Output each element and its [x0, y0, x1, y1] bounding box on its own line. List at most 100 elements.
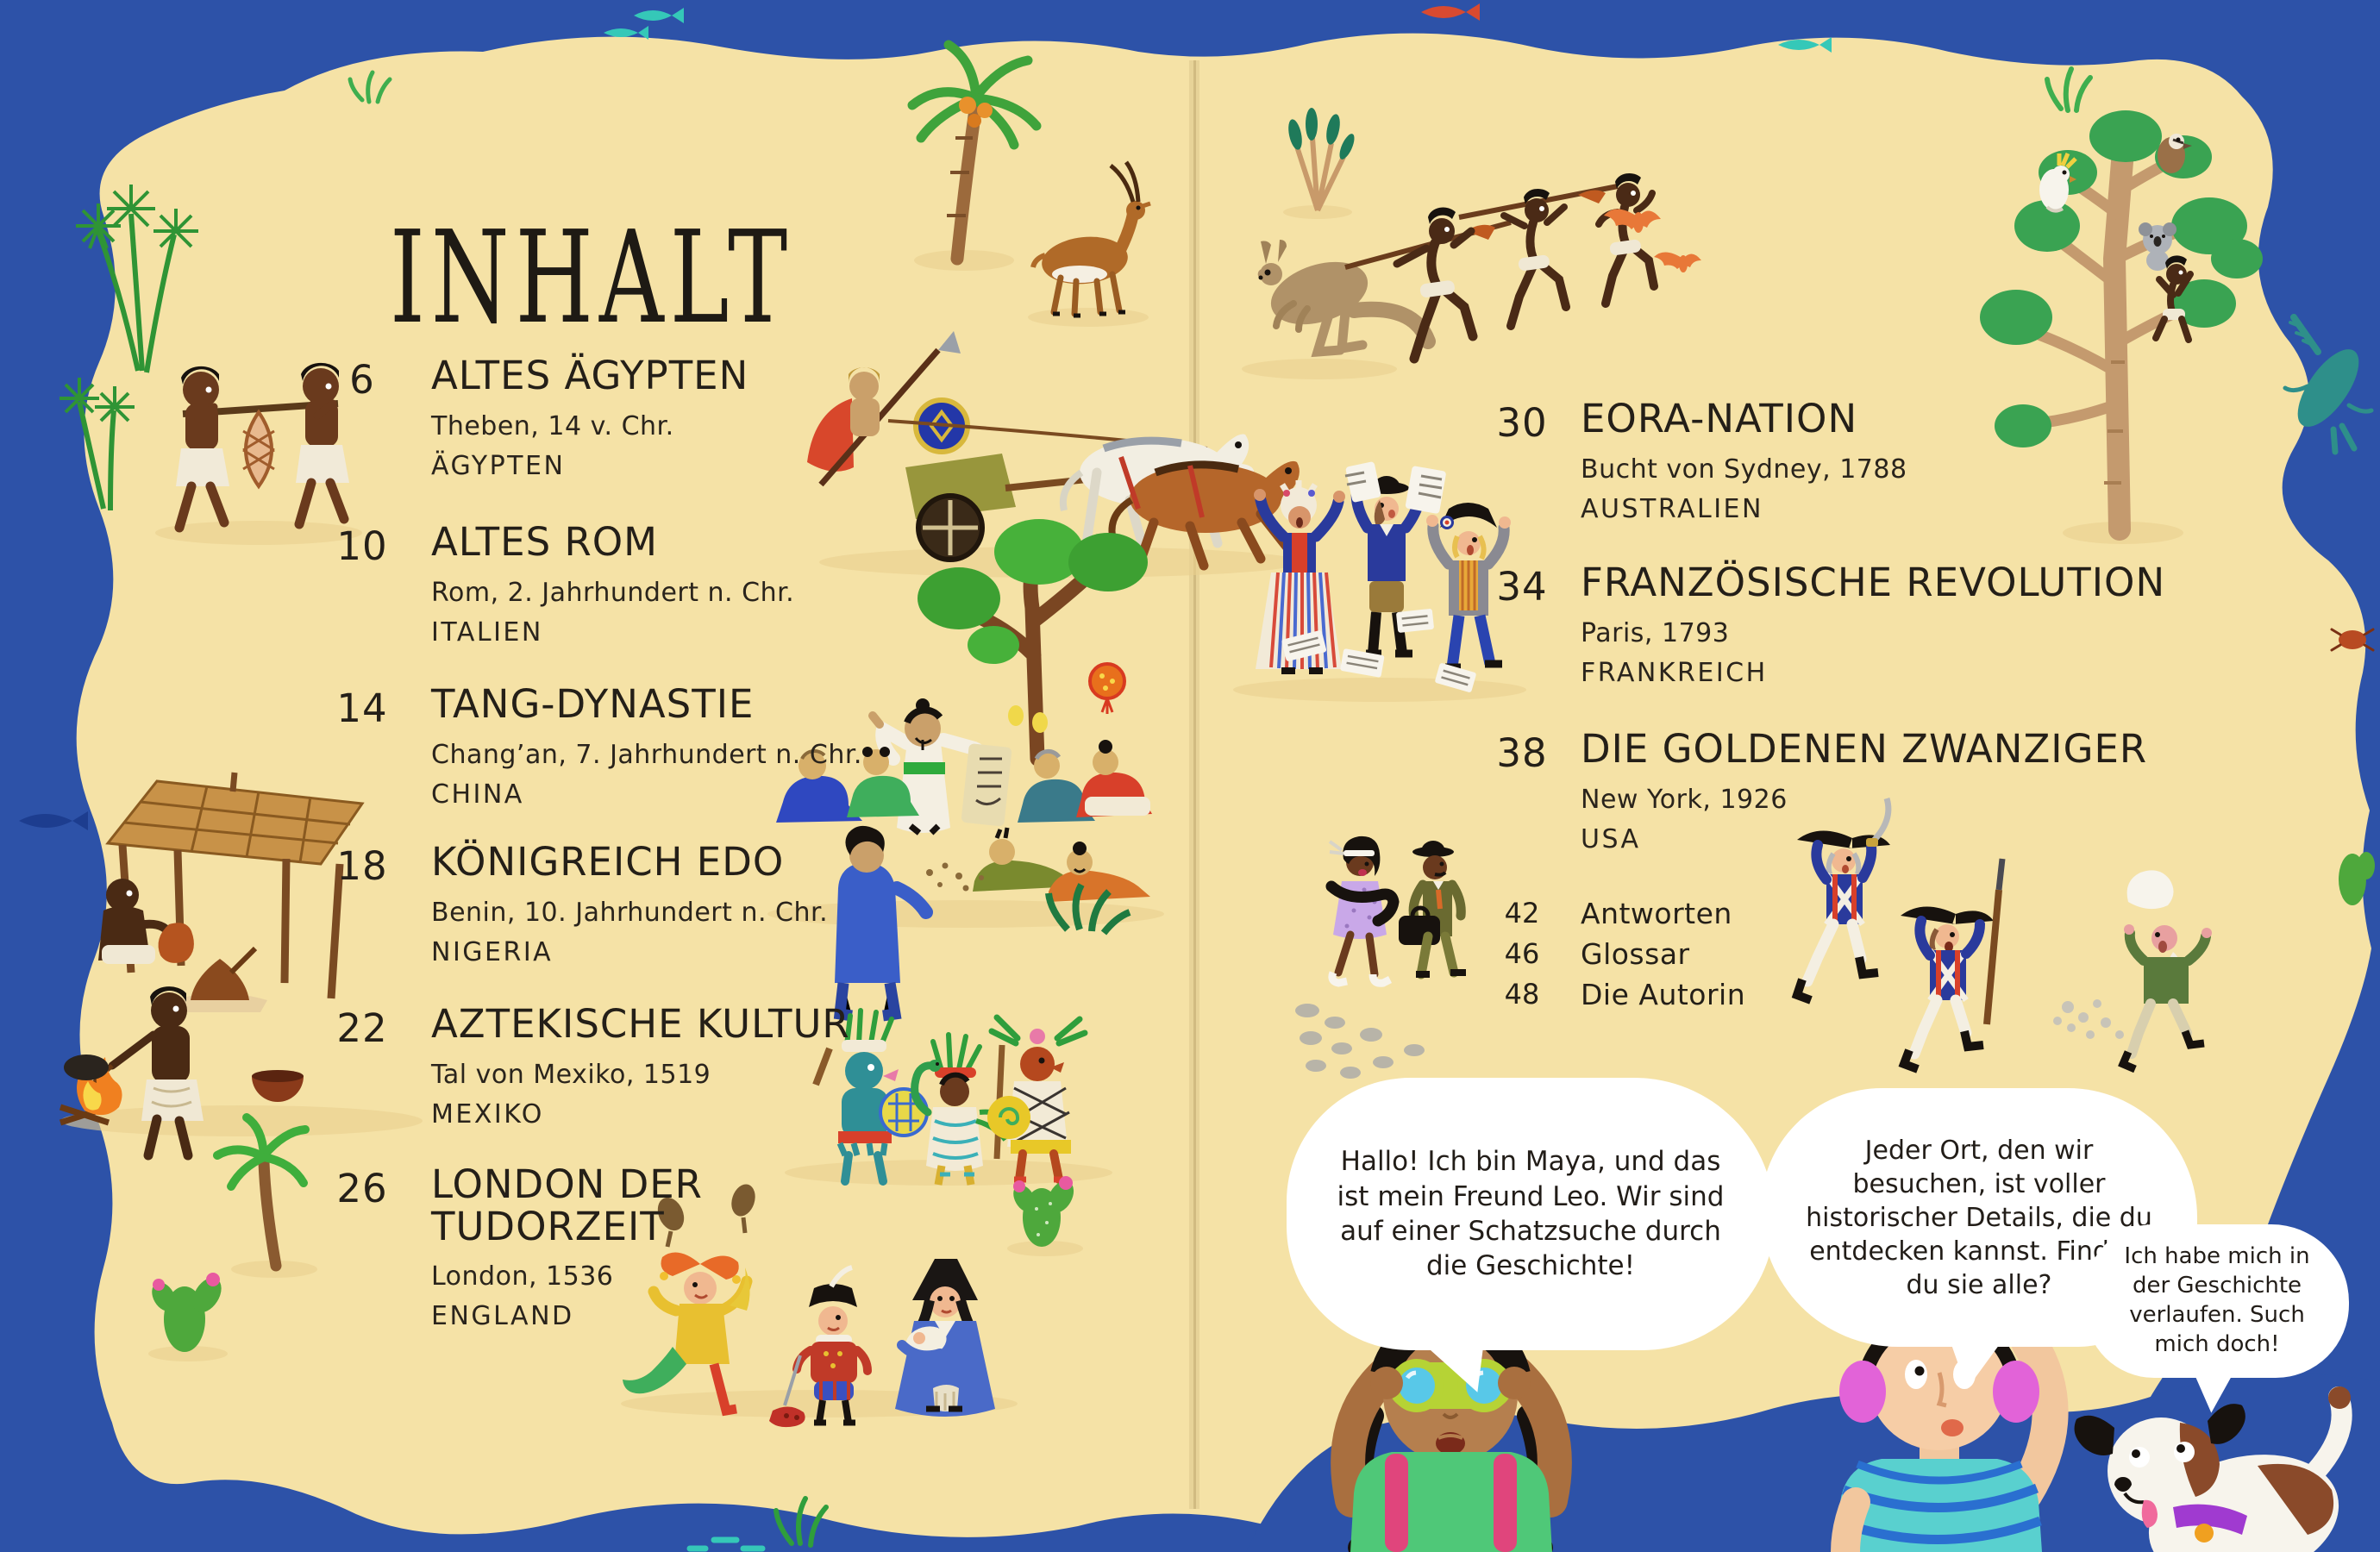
toc-entry-london-tudorzeit: 26 LONDON DER TUDORZEIT London, 1536 ENG… — [328, 1161, 811, 1332]
toc-title: TANG-DYNASTIE — [431, 681, 755, 727]
toc-title: ALTES ROM — [431, 519, 658, 565]
tudor-london-illustration — [621, 1184, 1018, 1428]
toc-title: AZTEKISCHE KULTUR — [431, 1001, 850, 1047]
cockatoo-icon — [2039, 153, 2077, 213]
tang-man-back — [833, 825, 984, 1022]
speech-bubble-maya-text: Hallo! Ich bin Maya, und das ist mein Fr… — [1337, 1146, 1725, 1282]
climbing-child — [2152, 255, 2194, 343]
toc-page-number: 18 — [336, 843, 388, 889]
toc-location: Rom, 2. Jahrhundert n. Chr. — [431, 577, 795, 608]
carrier-figure — [294, 362, 349, 529]
speech-bubble-dog-text: Ich habe mich in der Geschichte verlaufe… — [2124, 1243, 2310, 1357]
storyteller — [868, 698, 1012, 835]
toc-page-number: 30 — [1496, 400, 1548, 446]
toc-page-number: 38 — [1496, 730, 1548, 776]
backmatter-antworten: 42 Antworten — [1488, 897, 1732, 930]
edo-potter — [98, 879, 194, 964]
toc-location: Paris, 1793 — [1581, 617, 1730, 648]
toc-title: EORA-NATION — [1581, 396, 1858, 441]
toc-country: ÄGYPTEN — [431, 450, 566, 481]
cobblestones — [1295, 1004, 1425, 1079]
soldier-musket — [1898, 858, 2006, 1073]
toc-location: Benin, 10. Jahrhundert n. Chr. — [431, 897, 829, 928]
beetle-icon — [2330, 628, 2375, 652]
french-revolution-illustration — [1233, 461, 1526, 702]
toc-entry-altes-aegypten: 6 ALTES ÄGYPTEN Theben, 14 v. Chr. ÄGYPT… — [328, 353, 749, 481]
cactus-illustration — [1007, 1176, 1083, 1256]
toc-location: New York, 1926 — [1581, 784, 1788, 815]
toc-entry-koenigreich-edo: 18 KÖNIGREICH EDO Benin, 10. Jahrhundert… — [328, 839, 829, 967]
edo-market-illustration — [59, 772, 423, 1161]
backmatter-label: Die Autorin — [1581, 978, 1746, 1011]
flapper-woman — [1325, 835, 1400, 987]
carrier-figure — [174, 366, 229, 533]
toc-page-number: 14 — [336, 685, 388, 731]
revolution-youth — [1426, 503, 1511, 672]
tudor-boy — [769, 1265, 872, 1428]
toc-title: FRANZÖSISCHE REVOLUTION — [1581, 560, 2166, 605]
tudor-jester — [623, 1184, 755, 1417]
backmatter-glossar: 46 Glossar — [1488, 937, 1690, 971]
roman-chariot-illustration — [807, 331, 1303, 578]
eucalyptus-tree-illustration — [1980, 110, 2263, 544]
revolution-woman — [1254, 480, 1345, 674]
toc-country: ENGLAND — [431, 1301, 574, 1332]
toc-entry-goldene-zwanziger: 38 DIE GOLDENEN ZWANZIGER New York, 1926… — [1488, 726, 2148, 854]
bats-icon — [1604, 209, 1701, 272]
page-gutter — [1189, 60, 1199, 1509]
aztec-child-snake — [911, 1032, 1011, 1186]
toc-title: LONDON DER TUDORZEIT — [431, 1161, 703, 1249]
toc-country: USA — [1581, 823, 1641, 854]
green-sprig-icon — [2045, 66, 2093, 113]
cactus-illustration — [148, 1273, 228, 1361]
backmatter-page-number: 42 — [1504, 897, 1540, 929]
toc-country: MEXIKO — [431, 1098, 544, 1130]
toc-location: Chang’an, 7. Jahrhundert n. Chr. — [431, 739, 862, 770]
edo-fire-tender — [88, 986, 204, 1161]
teal-fish-pair-icon — [604, 8, 684, 40]
toc-page-number: 26 — [336, 1166, 388, 1211]
lantern-tree — [918, 519, 1148, 767]
blue-fish-icon — [19, 811, 88, 830]
aztec-culture-illustration — [785, 1008, 1112, 1186]
tang-dynasty-illustration — [767, 519, 1164, 1022]
speech-bubble-maya: Hallo! Ich bin Maya, und das ist mein Fr… — [1287, 1078, 1775, 1350]
toc-page-number: 34 — [1496, 564, 1548, 610]
cooking-fire — [59, 1054, 122, 1126]
sea-doodles — [19, 3, 2375, 1552]
small-palm-illustration — [213, 1113, 317, 1278]
sawfish-icon — [2283, 314, 2374, 455]
cactus-right-edge-icon — [2339, 852, 2375, 905]
toc-country: NIGERIA — [431, 936, 554, 967]
tang-audience — [776, 740, 1152, 823]
toc-entry-aztekische-kultur: 22 AZTEKISCHE KULTUR Tal von Mexiko, 151… — [328, 1001, 850, 1130]
teal-fish-icon — [1778, 37, 1832, 53]
kangaroo-hunt-illustration — [1242, 172, 1701, 379]
toc-location: Theben, 14 v. Chr. — [431, 410, 674, 441]
egyptian-carriers-illustration — [155, 362, 362, 545]
backmatter-page-number: 46 — [1504, 937, 1540, 970]
toc-country: AUSTRALIEN — [1581, 493, 1763, 524]
toc-title: DIE GOLDENEN ZWANZIGER — [1581, 726, 2148, 772]
koala-icon — [2139, 222, 2176, 271]
toc-title: ALTES ÄGYPTEN — [431, 353, 749, 398]
toc-entry-eora-nation: 30 EORA-NATION Bucht von Sydney, 1788 AU… — [1488, 396, 1907, 524]
backmatter-page-number: 48 — [1504, 978, 1540, 1011]
soldiers-chase-illustration — [1791, 797, 2212, 1073]
scattered-pamphlets — [1281, 609, 1476, 692]
dust-puffs — [2053, 999, 2124, 1039]
desert-shrub-illustration — [1283, 108, 1355, 219]
gazelle-illustration — [1028, 160, 1151, 327]
toc-country: FRANKREICH — [1581, 657, 1768, 688]
toc-entry-tang-dynastie: 14 TANG-DYNASTIE Chang’an, 7. Jahrhunder… — [328, 681, 862, 809]
kookaburra-icon — [2158, 134, 2192, 173]
backmatter-label: Antworten — [1581, 897, 1732, 930]
toc-title: KÖNIGREICH EDO — [431, 839, 785, 885]
speech-bubble-dog: Ich habe mich in der Geschichte verlaufe… — [2085, 1224, 2349, 1378]
teal-dashes-icon — [686, 1536, 766, 1552]
red-fish-icon — [1421, 3, 1480, 21]
aboriginal-hunters — [1344, 172, 1658, 364]
toc-location: Tal von Mexiko, 1519 — [431, 1059, 711, 1090]
